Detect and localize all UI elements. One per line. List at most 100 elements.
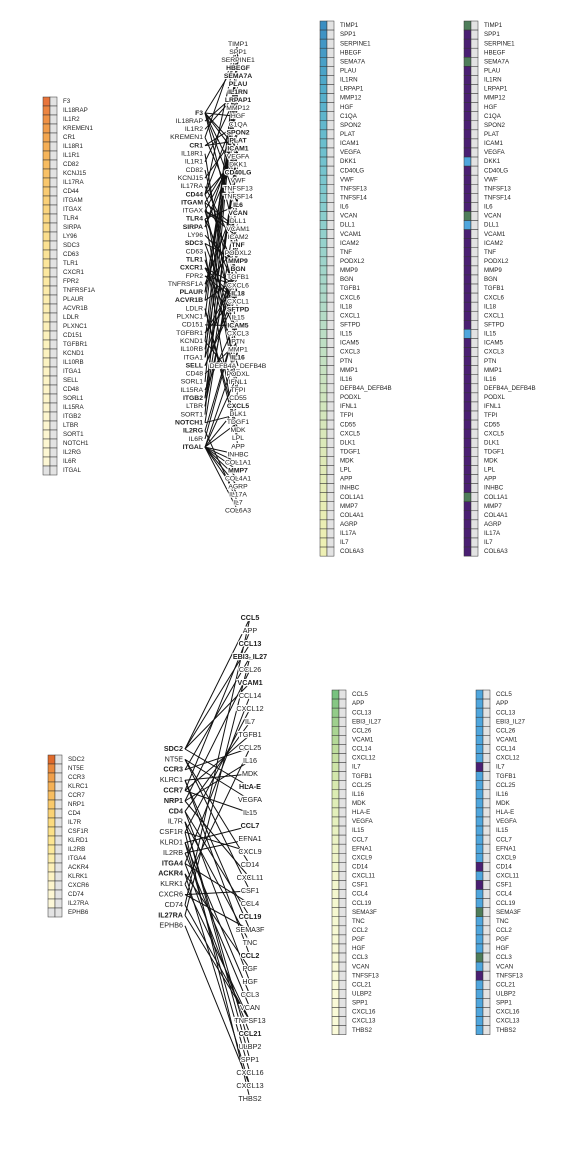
ligand-node-label: IL1RN	[228, 89, 248, 96]
ligand-node-label: THBS2	[238, 1094, 261, 1103]
ligand-grey-cell	[326, 274, 335, 285]
receptor-grey-cell	[49, 375, 58, 386]
ligand-color-cell	[331, 816, 340, 827]
ligand-category-grey-cell	[470, 501, 479, 512]
receptor-grey-cell	[49, 384, 58, 395]
ligand-category-cell	[463, 138, 472, 149]
ligand-category-grey-cell	[470, 220, 479, 230]
receptor-node-label: CD44	[186, 191, 204, 198]
ligand-category-label: CCL14	[496, 746, 516, 753]
receptor-color-cell	[42, 384, 51, 395]
receptor-grey-cell	[49, 267, 58, 278]
ligand-grey-cell	[326, 75, 335, 85]
ligand-category-label: HBEGF	[484, 49, 506, 56]
ligand-bar-label: IL15	[352, 827, 365, 834]
receptor-grey-cell	[49, 339, 58, 350]
ligand-category-cell	[475, 762, 484, 772]
ligand-color-cell	[331, 934, 340, 945]
ligand-grey-cell	[338, 925, 347, 936]
ligand-grey-cell	[326, 329, 335, 339]
ligand-grey-cell	[338, 961, 347, 972]
ligand-grey-cell	[326, 193, 335, 203]
interaction-line	[184, 721, 251, 812]
ligand-node-label: PLAU	[229, 81, 248, 88]
ligand-category-grey-cell	[470, 193, 479, 203]
receptor-grey-cell	[49, 357, 58, 368]
receptor-bar-label: IL1R1	[63, 152, 80, 159]
receptor-color-cell	[42, 312, 51, 323]
ligand-grey-cell	[338, 744, 347, 754]
receptor-color-cell	[42, 105, 51, 116]
ligand-category-cell	[475, 726, 484, 736]
ligand-category-grey-cell	[482, 843, 491, 854]
ligand-category-label: DLK1	[484, 439, 500, 446]
ligand-category-cell	[463, 320, 472, 330]
ligand-node-label: TNC	[243, 938, 258, 947]
ligand-color-cell	[331, 798, 340, 809]
ligand-bar-label: MMP1	[340, 367, 358, 374]
ligand-category-grey-cell	[482, 871, 491, 881]
receptor-color-cell	[47, 844, 56, 855]
ligand-category-label: CXCL13	[496, 1018, 520, 1025]
receptor-color-cell	[47, 772, 56, 783]
ligand-node-label: COL4A1	[225, 475, 251, 482]
receptor-color-cell	[42, 321, 51, 332]
ligand-category-grey-cell	[482, 707, 491, 718]
ligand-node-label: PLAT	[229, 137, 247, 144]
ligand-grey-cell	[326, 211, 335, 221]
receptor-node-label: IL18R1	[181, 151, 203, 158]
receptor-bar-label: IL18R1	[63, 143, 84, 150]
receptor-grey-cell	[54, 889, 63, 900]
ligand-color-cell	[319, 365, 328, 375]
ligand-grey-cell	[326, 111, 335, 122]
receptor-bar-label: KCNJ15	[63, 170, 87, 177]
ligand-category-cell	[463, 38, 472, 49]
ligand-color-cell	[319, 401, 328, 412]
receptor-color-cell	[47, 763, 56, 774]
ligand-bar-label: DLK1	[340, 439, 356, 446]
ligand-category-label: CCL21	[496, 981, 516, 988]
interaction-line	[184, 873, 251, 970]
receptor-node-label: CD4	[169, 806, 183, 815]
ligand-bar-label: TNFSF13	[340, 185, 367, 192]
ligand-bar-label: CXCL11	[352, 873, 375, 880]
ligand-category-grey-cell	[470, 38, 479, 49]
ligand-grey-cell	[338, 853, 347, 863]
ligand-node-label: SEMA3F	[236, 925, 265, 934]
receptor-bar-label: CXCR1	[63, 269, 85, 276]
ligand-color-cell	[319, 292, 328, 303]
ligand-node-label: HLA-E	[239, 782, 261, 791]
interaction-line	[184, 643, 251, 750]
ligand-node-label: INHBC	[227, 451, 248, 458]
ligand-category-grey-cell	[470, 29, 479, 40]
ligand-node-label: TFPI	[231, 387, 246, 394]
ligand-category-label: VEGFA	[496, 818, 518, 825]
ligand-category-grey-cell	[470, 265, 479, 276]
ligand-category-label: TNFSF13	[496, 972, 523, 979]
receptor-grey-cell	[54, 862, 63, 873]
ligand-category-label: PODXL2	[484, 258, 509, 265]
ligand-bar-label: SPP1	[352, 1000, 368, 1007]
ligand-category-cell	[463, 492, 472, 502]
receptor-color-cell	[42, 123, 51, 134]
ligand-category-grey-cell	[482, 961, 491, 972]
ligand-node-label: IL7	[233, 500, 243, 507]
ligand-color-cell	[331, 689, 340, 700]
ligand-color-cell	[319, 38, 328, 49]
receptor-node-label: ITGA4	[162, 858, 183, 867]
receptor-bar-label: SORT1	[63, 431, 84, 438]
receptor-bar-label: LDLR	[63, 314, 79, 321]
ligand-node-label: CXCL11	[237, 873, 264, 882]
ligand-bar-label: MMP12	[340, 95, 362, 102]
receptor-bar-label: TLR1	[63, 260, 79, 267]
ligand-color-cell	[319, 474, 328, 484]
receptor-grey-cell	[54, 853, 63, 864]
receptor-bar-label: KLRK1	[68, 873, 88, 880]
receptor-color-cell	[42, 420, 51, 431]
ligand-node-labels: TIMP1SPP1SERPINE1HBEGFSEMA7APLAUIL1RNLRP…	[209, 40, 268, 516]
ligand-category-cell	[463, 510, 472, 521]
receptor-grey-cell	[49, 303, 58, 314]
ligand-category-grey-cell	[482, 744, 491, 754]
ligand-color-cell	[319, 129, 328, 140]
connection-lines	[204, 43, 239, 512]
